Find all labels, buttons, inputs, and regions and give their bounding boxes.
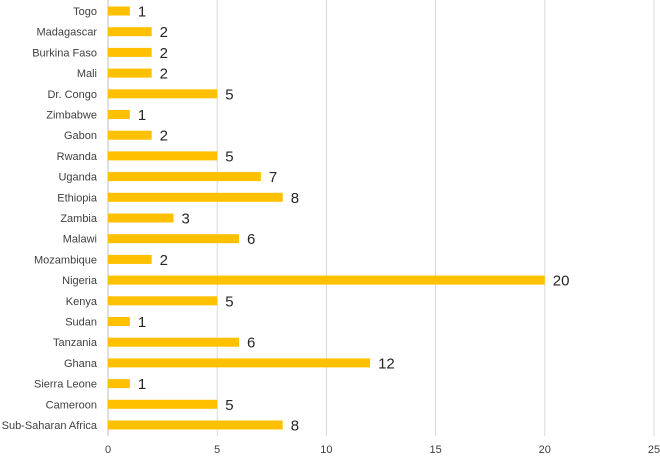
data-label: 3 <box>182 211 190 228</box>
bar <box>108 47 152 57</box>
category-label: Tanzania <box>53 337 98 349</box>
bar <box>108 172 261 182</box>
bar <box>108 68 152 78</box>
category-label: Ethiopia <box>57 192 98 204</box>
category-label: Gabon <box>64 130 97 142</box>
category-label: Nigeria <box>62 275 98 287</box>
bar <box>108 379 130 389</box>
data-label: 1 <box>138 4 146 21</box>
data-label: 5 <box>225 86 233 103</box>
category-label: Burkina Faso <box>32 47 97 59</box>
data-label: 2 <box>160 45 168 62</box>
data-label: 2 <box>160 24 168 41</box>
bars <box>108 6 545 430</box>
category-label: Dr. Congo <box>47 89 97 101</box>
category-label: Zambia <box>60 213 98 225</box>
category-label: Malawi <box>63 234 97 246</box>
bar <box>108 337 240 347</box>
x-tick-label: 10 <box>320 444 332 456</box>
bar <box>108 317 130 326</box>
bar <box>108 275 545 285</box>
bar <box>108 234 240 244</box>
category-label: Zimbabwe <box>46 110 97 122</box>
category-labels: Togo Madagascar Burkina Faso Mali Dr. Congo Z… <box>2 6 98 432</box>
x-axis-ticks: 0 5 10 15 20 25 <box>105 444 660 456</box>
data-label: 2 <box>160 128 168 145</box>
bar <box>108 151 218 161</box>
bar <box>108 420 283 430</box>
category-label: Mozambique <box>34 254 97 266</box>
category-label: Ghana <box>64 358 98 370</box>
bar <box>108 130 152 140</box>
data-label: 6 <box>247 335 255 352</box>
bar <box>108 89 218 99</box>
category-label: Sudan <box>65 317 97 329</box>
x-tick-label: 5 <box>214 444 220 456</box>
category-label: Rwanda <box>57 151 98 163</box>
bar <box>108 399 218 409</box>
data-label: 1 <box>138 107 146 124</box>
data-label: 2 <box>160 66 168 83</box>
category-label: Cameroon <box>46 399 97 411</box>
bar <box>108 254 152 264</box>
data-label: 2 <box>160 252 168 269</box>
bar <box>108 296 218 306</box>
data-label: 5 <box>225 148 233 165</box>
bar <box>108 110 130 119</box>
data-label: 6 <box>247 231 255 248</box>
data-label: 1 <box>138 314 146 331</box>
data-label: 5 <box>225 397 233 414</box>
category-label: Uganda <box>58 172 97 184</box>
data-label: 1 <box>138 376 146 393</box>
x-tick-label: 0 <box>105 444 111 456</box>
bar <box>108 358 371 368</box>
bar <box>108 6 130 16</box>
category-label: Mali <box>77 68 97 80</box>
category-label: Madagascar <box>36 27 97 39</box>
data-label: 5 <box>225 293 233 310</box>
category-label: Sub-Saharan Africa <box>2 420 98 432</box>
category-label: Togo <box>73 6 97 18</box>
data-label: 20 <box>553 273 570 290</box>
x-tick-label: 25 <box>648 444 660 456</box>
bar <box>108 192 283 202</box>
category-label: Sierra Leone <box>34 379 97 391</box>
data-label: 8 <box>291 190 299 207</box>
bar <box>108 27 152 37</box>
data-label: 12 <box>378 355 395 372</box>
data-label: 7 <box>269 169 277 186</box>
bar <box>108 213 174 223</box>
category-label: Kenya <box>66 296 98 308</box>
x-tick-label: 15 <box>429 444 441 456</box>
x-tick-label: 20 <box>539 444 551 456</box>
data-label: 8 <box>291 418 299 435</box>
